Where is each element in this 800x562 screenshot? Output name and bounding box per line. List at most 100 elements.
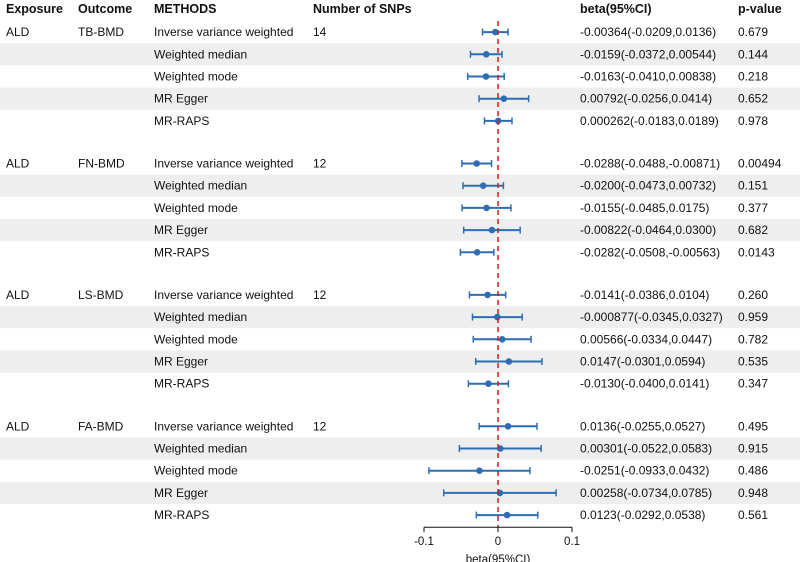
method-label: Inverse variance weighted	[154, 288, 293, 302]
beta-ci-text: -0.0200(-0.0473,0.00732)	[580, 179, 716, 193]
beta-point	[484, 291, 491, 299]
beta-point	[482, 51, 490, 58]
row-band	[0, 87, 800, 110]
beta-ci-text: -0.0130(-0.0400,0.0141)	[580, 377, 709, 391]
header-beta: beta(95%CI)	[580, 2, 652, 16]
x-axis: -0.1 0 0.1 beta(95%CI)	[414, 526, 580, 562]
p-value: 0.652	[738, 92, 768, 106]
row-bands	[0, 43, 800, 504]
x-tick-label: -0.1	[414, 536, 434, 548]
row-band	[0, 174, 800, 197]
method-label: MR-RAPS	[154, 377, 209, 391]
method-label: MR Egger	[154, 355, 208, 369]
p-value: 0.682	[738, 223, 768, 237]
outcome-label: FA-BMD	[78, 419, 124, 433]
p-value: 0.978	[738, 114, 768, 128]
outcome-label: FN-BMD	[78, 157, 125, 171]
beta-point	[503, 511, 511, 519]
exposure-label: ALD	[6, 157, 30, 171]
beta-ci-text: -0.00822(-0.0464,0.0300)	[580, 223, 716, 237]
beta-ci-text: 0.0136(-0.0255,0.0527)	[580, 419, 705, 433]
row-band	[0, 306, 800, 329]
beta-ci-text: 0.000262(-0.0183,0.0189)	[580, 114, 719, 128]
beta-point	[488, 226, 496, 234]
p-value: 0.915	[738, 442, 768, 456]
beta-point	[494, 313, 501, 321]
snps-count: 12	[313, 157, 327, 171]
header-outcome: Outcome	[78, 2, 132, 16]
header-pvalue: p-value	[738, 2, 782, 16]
beta-ci-text: -0.00364(-0.0209,0.0136)	[580, 25, 716, 39]
beta-ci-text: -0.0251(-0.0933,0.0432)	[580, 464, 709, 478]
beta-ci-text: -0.0163(-0.0410,0.00838)	[580, 70, 716, 84]
beta-point	[498, 336, 506, 343]
p-value: 0.486	[738, 464, 768, 478]
beta-point	[476, 467, 483, 475]
forest-marks	[428, 21, 557, 528]
p-value: 0.535	[738, 355, 768, 369]
p-value: 0.495	[738, 419, 768, 433]
beta-point	[483, 204, 490, 212]
beta-point	[473, 160, 480, 167]
x-tick-label: 0.1	[564, 536, 580, 548]
method-label: Weighted median	[154, 442, 247, 456]
beta-point	[473, 249, 481, 256]
beta-ci-text: 0.00301(-0.0522,0.0583)	[580, 442, 712, 456]
method-label: MR Egger	[154, 223, 208, 237]
header-exposure: Exposure	[6, 2, 63, 16]
beta-ci-text: -0.0159(-0.0372,0.00544)	[580, 47, 716, 61]
p-value: 0.959	[738, 310, 768, 324]
exposure-label: ALD	[6, 419, 30, 433]
beta-ci-text: 0.00792(-0.0256,0.0414)	[580, 92, 712, 106]
p-value: 0.151	[738, 179, 768, 193]
beta-ci-text: -0.0282(-0.0508,-0.00563)	[580, 245, 720, 259]
method-label: Weighted median	[154, 47, 247, 61]
p-value: 0.377	[738, 201, 768, 215]
method-label: MR-RAPS	[154, 245, 209, 259]
header-snps: Number of SNPs	[313, 2, 412, 16]
beta-point	[482, 73, 490, 80]
beta-ci-text: -0.0155(-0.0485,0.0175)	[580, 201, 709, 215]
beta-point	[500, 95, 508, 102]
method-label: Weighted mode	[154, 464, 238, 478]
snps-count: 12	[313, 419, 327, 433]
beta-ci-text: 0.00258(-0.0734,0.0785)	[580, 486, 712, 500]
p-value: 0.347	[738, 377, 768, 391]
row-band	[0, 481, 800, 504]
row-band	[0, 350, 800, 373]
x-tick-label: 0	[495, 536, 501, 548]
beta-ci-text: -0.0288(-0.0488,-0.00871)	[580, 157, 720, 171]
p-value: 0.260	[738, 288, 768, 302]
p-value: 0.561	[738, 508, 768, 522]
beta-ci-text: -0.000877(-0.0345,0.0327)	[580, 310, 723, 324]
p-value: 0.0143	[738, 245, 775, 259]
table-header: Exposure Outcome METHODS Number of SNPs …	[6, 2, 782, 16]
method-label: MR-RAPS	[154, 114, 209, 128]
row-band	[0, 43, 800, 66]
method-label: Weighted median	[154, 179, 247, 193]
method-label: MR Egger	[154, 92, 208, 106]
method-label: Inverse variance weighted	[154, 25, 293, 39]
beta-ci-text: 0.0147(-0.0301,0.0594)	[580, 355, 705, 369]
method-label: MR Egger	[154, 486, 208, 500]
header-methods: METHODS	[154, 2, 217, 16]
p-value: 0.00494	[738, 157, 782, 171]
beta-point	[504, 423, 512, 430]
method-label: Weighted mode	[154, 332, 238, 346]
snps-count: 12	[313, 288, 327, 302]
method-label: Weighted mode	[154, 70, 238, 84]
method-label: Inverse variance weighted	[154, 419, 293, 433]
p-value: 0.948	[738, 486, 768, 500]
outcome-label: LS-BMD	[78, 288, 124, 302]
beta-point	[492, 28, 499, 36]
beta-point	[505, 358, 513, 365]
method-label: Inverse variance weighted	[154, 157, 293, 171]
table-cells: ALD TB-BMD 14 Inverse variance weighted -0.0…	[6, 25, 782, 522]
x-axis-label: beta(95%CI)	[466, 554, 531, 562]
beta-ci-text: 0.00566(-0.0334,0.0447)	[580, 332, 712, 346]
row-band	[0, 219, 800, 242]
outcome-label: TB-BMD	[78, 25, 124, 39]
p-value: 0.782	[738, 332, 768, 346]
p-value: 0.144	[738, 47, 768, 61]
